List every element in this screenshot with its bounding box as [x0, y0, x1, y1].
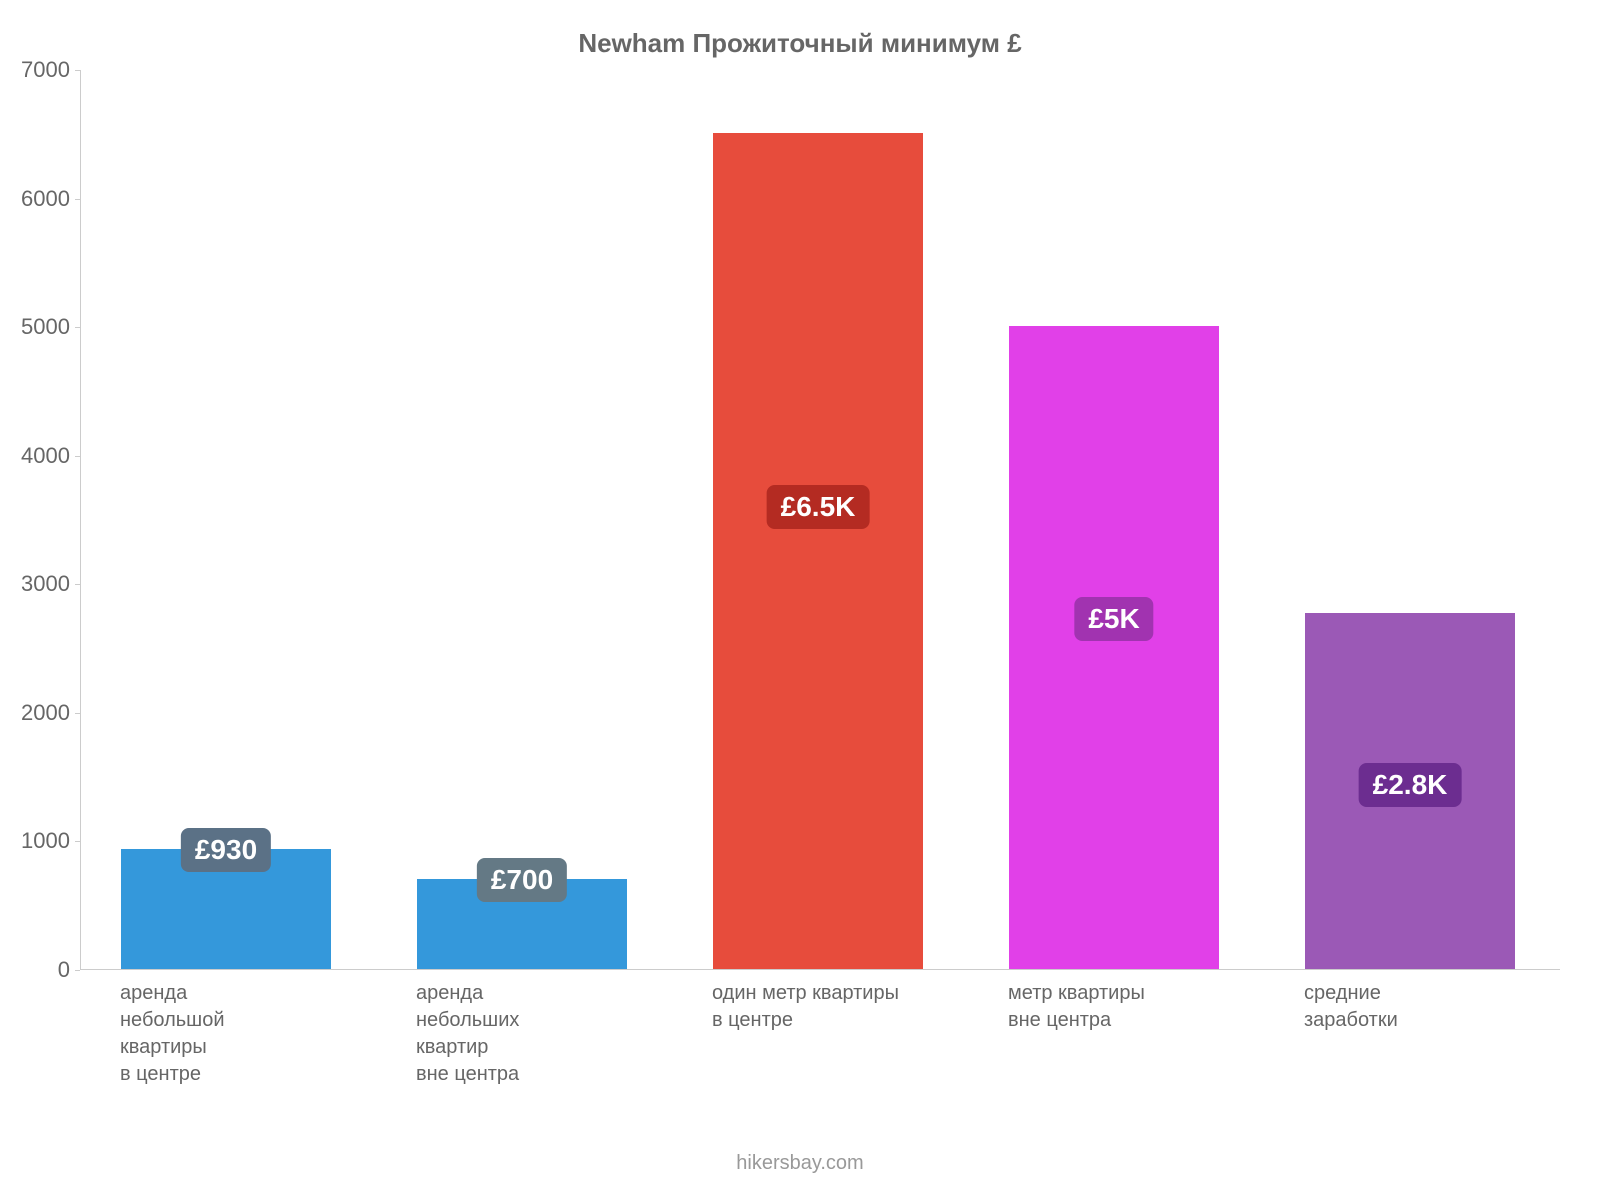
- bar-value-badge: £700: [477, 858, 567, 902]
- chart-footer: hikersbay.com: [0, 1152, 1600, 1175]
- y-tick-label: 7000: [10, 57, 70, 83]
- y-tick-label: 5000: [10, 314, 70, 340]
- bar: [1009, 326, 1219, 969]
- y-tick-label: 6000: [10, 186, 70, 212]
- bar-value-badge: £5K: [1074, 597, 1153, 641]
- y-tick-label: 4000: [10, 443, 70, 469]
- y-tick-label: 3000: [10, 571, 70, 597]
- y-tick-label: 2000: [10, 700, 70, 726]
- bar-value-badge: £6.5K: [767, 485, 870, 529]
- y-tick-label: 0: [10, 957, 70, 983]
- x-tick-label: метр квартирывне центра: [1008, 980, 1208, 1034]
- y-tick-mark: [75, 970, 80, 971]
- y-tick-label: 1000: [10, 828, 70, 854]
- bar: [713, 133, 923, 969]
- chart-container: Newham Прожиточный минимум £ 0 1000 2000 30…: [0, 0, 1600, 1200]
- x-tick-label: один метр квартирыв центре: [712, 980, 912, 1034]
- x-tick-label: аренданебольшихквартирвне центра: [416, 980, 616, 1088]
- chart-title: Newham Прожиточный минимум £: [0, 28, 1600, 59]
- x-tick-label: средниезаработки: [1304, 980, 1504, 1034]
- plot-area: £930 £700 £6.5K £5K £2.8K: [80, 70, 1560, 970]
- bar-value-badge: £2.8K: [1359, 763, 1462, 807]
- x-tick-label: аренданебольшойквартирыв центре: [120, 980, 320, 1088]
- bar-value-badge: £930: [181, 828, 271, 872]
